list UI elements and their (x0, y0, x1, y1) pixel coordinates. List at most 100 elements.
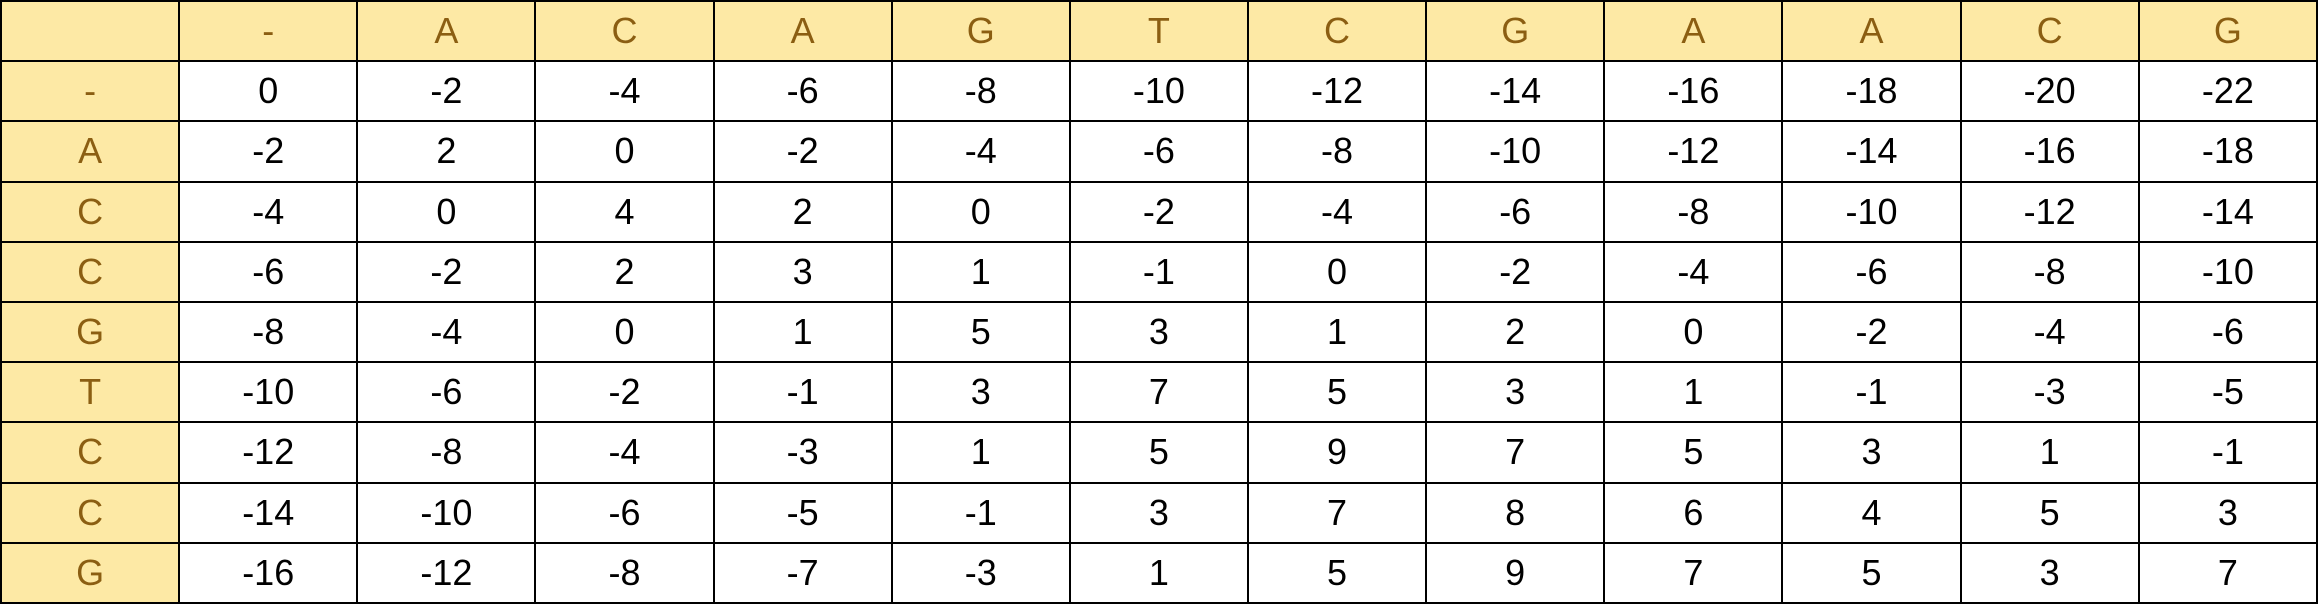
score-cell: -3 (712, 421, 893, 484)
table-row: C -12 -8 -4 -3 1 5 9 7 5 3 1 -1 (0, 421, 2318, 484)
score-cell: 4 (534, 180, 715, 243)
score-cell: -14 (2137, 180, 2318, 243)
row-header: C (0, 421, 181, 484)
score-cell: -16 (178, 541, 359, 604)
column-header: T (1068, 0, 1249, 63)
score-cell: -18 (1781, 60, 1962, 123)
score-cell: 3 (712, 240, 893, 303)
score-cell: -10 (178, 361, 359, 424)
score-cell: 3 (1068, 300, 1249, 364)
row-header: G (0, 300, 181, 364)
row-header: - (0, 60, 181, 123)
table-row: A -2 2 0 -2 -4 -6 -8 -10 -12 -14 -16 -18 (0, 120, 2318, 183)
score-cell: 5 (1246, 361, 1428, 424)
score-cell: -16 (1603, 60, 1784, 123)
row-header: C (0, 481, 181, 544)
score-cell: 2 (1425, 300, 1606, 364)
score-cell: 3 (890, 361, 1071, 424)
score-cell: -22 (2137, 60, 2318, 123)
score-cell: -2 (534, 361, 715, 424)
score-cell: -4 (1246, 180, 1428, 243)
score-cell: -10 (2137, 240, 2318, 303)
score-cell: 3 (1068, 481, 1249, 544)
column-header: C (1959, 0, 2140, 63)
table-row: C -4 0 4 2 0 -2 -4 -6 -8 -10 -12 -14 (0, 180, 2318, 243)
column-header: A (712, 0, 893, 63)
score-cell: 0 (178, 60, 359, 123)
score-cell: -4 (890, 120, 1071, 183)
score-cell: 0 (890, 180, 1071, 243)
score-cell: 7 (1246, 481, 1428, 544)
score-cell: -2 (356, 240, 537, 303)
score-cell: -6 (1068, 120, 1249, 183)
score-cell: -6 (356, 361, 537, 424)
score-cell: 1 (1603, 361, 1784, 424)
row-header: C (0, 180, 181, 243)
score-cell: 5 (1959, 481, 2140, 544)
score-cell: -1 (1781, 361, 1962, 424)
column-header: A (1603, 0, 1784, 63)
score-cell: -12 (356, 541, 537, 604)
score-cell: 9 (1246, 421, 1428, 484)
score-cell: -4 (1603, 240, 1784, 303)
score-cell: -12 (178, 421, 359, 484)
score-cell: -8 (178, 300, 359, 364)
score-cell: 5 (1781, 541, 1962, 604)
score-cell: 0 (1246, 240, 1428, 303)
score-cell: -6 (2137, 300, 2318, 364)
score-cell: -10 (1781, 180, 1962, 243)
score-cell: 3 (1959, 541, 2140, 604)
corner-cell (0, 0, 181, 63)
column-header: G (890, 0, 1071, 63)
score-cell: 9 (1425, 541, 1606, 604)
score-cell: -1 (2137, 421, 2318, 484)
score-cell: -2 (712, 120, 893, 183)
score-cell: -3 (890, 541, 1071, 604)
score-cell: 1 (1246, 300, 1428, 364)
score-cell: 2 (712, 180, 893, 243)
score-cell: 3 (2137, 481, 2318, 544)
row-header: C (0, 240, 181, 303)
table-row: G -8 -4 0 1 5 3 1 2 0 -2 -4 -6 (0, 300, 2318, 364)
score-cell: 0 (534, 300, 715, 364)
score-cell: -7 (712, 541, 893, 604)
score-cell: -2 (178, 120, 359, 183)
score-cell: -8 (534, 541, 715, 604)
score-cell: -4 (534, 60, 715, 123)
row-header: G (0, 541, 181, 604)
score-cell: 6 (1603, 481, 1784, 544)
score-cell: -8 (1246, 120, 1428, 183)
column-header: A (1781, 0, 1962, 63)
score-cell: -12 (1959, 180, 2140, 243)
score-cell: 0 (534, 120, 715, 183)
score-cell: -1 (1068, 240, 1249, 303)
column-header: A (356, 0, 537, 63)
score-cell: -14 (1425, 60, 1606, 123)
score-cell: 2 (356, 120, 537, 183)
score-cell: -16 (1959, 120, 2140, 183)
score-cell: 7 (1603, 541, 1784, 604)
score-cell: -6 (1425, 180, 1606, 243)
score-cell: 8 (1425, 481, 1606, 544)
column-header: - (178, 0, 359, 63)
column-header: C (1246, 0, 1428, 63)
score-cell: -18 (2137, 120, 2318, 183)
row-header: A (0, 120, 181, 183)
score-cell: 1 (1068, 541, 1249, 604)
score-cell: -2 (1781, 300, 1962, 364)
score-cell: -6 (712, 60, 893, 123)
score-cell: -10 (1068, 60, 1249, 123)
score-cell: -4 (1959, 300, 2140, 364)
table-row: T -10 -6 -2 -1 3 7 5 3 1 -1 -3 -5 (0, 361, 2318, 424)
score-cell: -12 (1603, 120, 1784, 183)
table-row: C -14 -10 -6 -5 -1 3 7 8 6 4 5 3 (0, 481, 2318, 544)
score-cell: 5 (1246, 541, 1428, 604)
score-cell: -8 (356, 421, 537, 484)
score-cell: -2 (1425, 240, 1606, 303)
score-cell: -12 (1246, 60, 1428, 123)
score-cell: 5 (1068, 421, 1249, 484)
score-cell: -20 (1959, 60, 2140, 123)
